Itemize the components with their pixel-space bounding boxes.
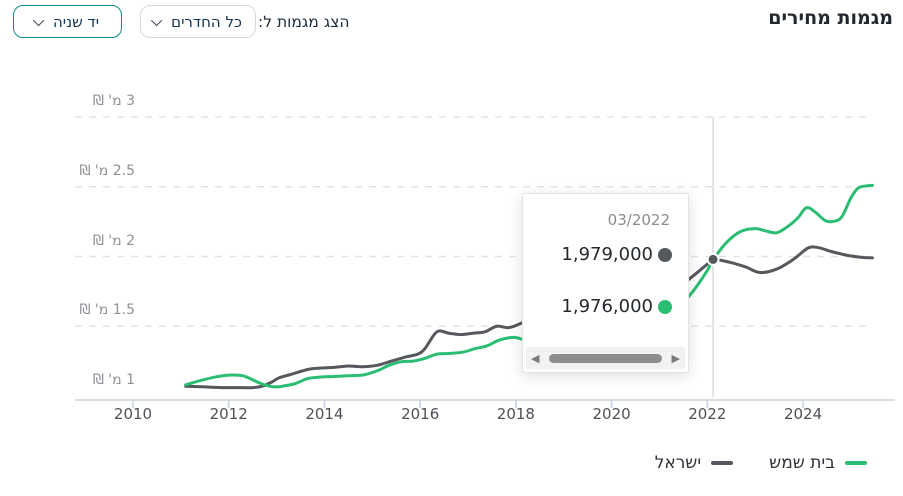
y-axis-tick-label: 1 מ' ₪ xyxy=(92,372,135,388)
tooltip-value-israel: 1,979,000 xyxy=(561,244,653,265)
x-axis-tick-label: 2018 xyxy=(496,405,535,423)
series-dot-icon xyxy=(658,300,672,314)
x-axis-tick-label: 2024 xyxy=(783,405,823,423)
series-line-0 xyxy=(184,245,874,390)
x-axis-tick-label: 2012 xyxy=(209,405,248,423)
scroll-left-icon[interactable]: ◀ xyxy=(531,351,540,365)
legend-label: בית שמש xyxy=(769,453,835,473)
x-axis-tick-label: 2016 xyxy=(401,405,440,423)
tooltip-row-israel: 1,979,000 xyxy=(523,242,672,268)
rooms-dropdown-value: כל החדרים xyxy=(171,12,242,31)
legend-label: ישראל xyxy=(654,453,702,473)
condition-dropdown[interactable]: יד שניה xyxy=(13,5,122,38)
tooltip-timeline-scrollbar[interactable]: ◀ ▶ xyxy=(526,347,685,369)
legend-swatch-icon xyxy=(711,461,734,465)
y-axis-tick-label: 2 מ' ₪ xyxy=(92,232,135,249)
legend-item-0[interactable]: בית שמש xyxy=(769,453,867,473)
legend-item-1[interactable]: ישראל xyxy=(654,453,734,473)
y-axis-tick-label: 3 מ' ₪ xyxy=(92,93,135,109)
x-axis-tick-label: 2010 xyxy=(113,405,153,423)
scrollbar-thumb[interactable] xyxy=(549,353,662,363)
y-axis-tick-label: 1.5 מ' ₪ xyxy=(79,302,135,319)
chart-legend: בית שמש ישראל xyxy=(655,453,867,473)
rooms-dropdown[interactable]: כל החדרים xyxy=(140,5,256,38)
y-axis-tick-label: 2.5 מ' ₪ xyxy=(79,162,135,179)
highlight-dot-icon xyxy=(706,252,720,266)
series-dot-icon xyxy=(658,248,672,262)
show-trends-label: הצג מגמות ל: xyxy=(258,13,350,31)
x-axis-tick-label: 2014 xyxy=(305,405,344,423)
legend-swatch-icon xyxy=(845,461,867,465)
tooltip-row-beit-shemesh: 1,976,000 xyxy=(523,294,672,320)
chart-tooltip: 03/2022 1,979,000 1,976,000 ◀ ▶ xyxy=(522,193,689,373)
x-axis-tick-label: 2022 xyxy=(688,405,727,423)
condition-dropdown-value: יד שניה xyxy=(52,12,100,31)
page-title: מגמות מחירים xyxy=(768,7,893,29)
x-axis-tick-label: 2020 xyxy=(592,405,631,423)
tooltip-date: 03/2022 xyxy=(607,211,670,229)
scroll-right-icon[interactable]: ▶ xyxy=(671,351,680,365)
tooltip-value-beit-shemesh: 1,976,000 xyxy=(561,296,653,317)
scrollbar-track[interactable] xyxy=(544,353,666,363)
